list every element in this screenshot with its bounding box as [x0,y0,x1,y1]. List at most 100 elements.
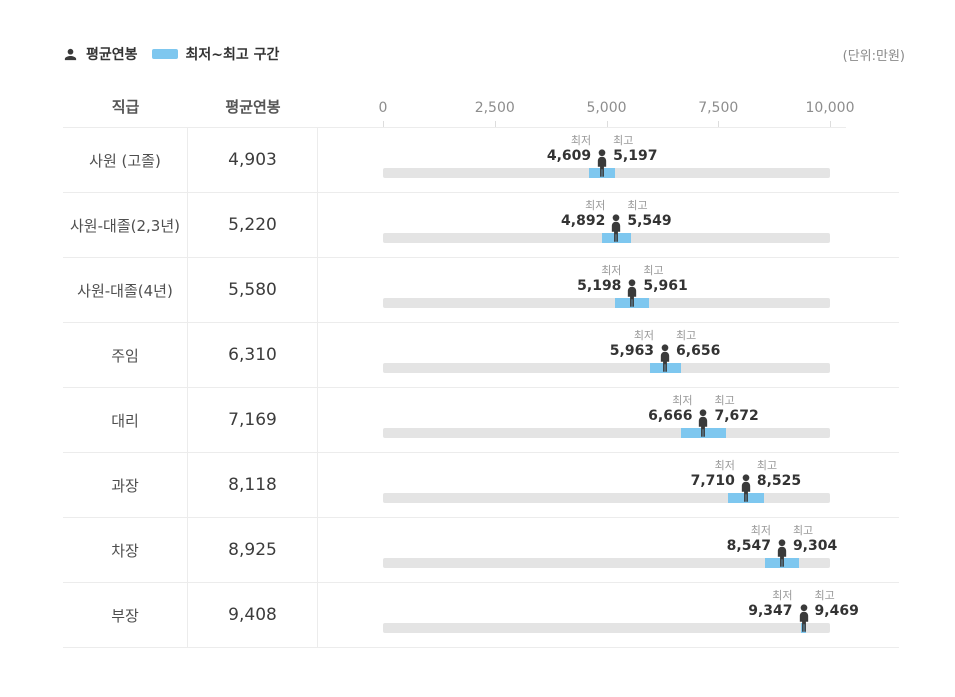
min-label: 최저 5,198 [577,264,621,295]
table-row: 주임 6,310 최저 5,963 최고 6,656 [63,323,899,388]
range-chart-cell: 최저 5,963 최고 6,656 [318,323,899,387]
range-chart-cell: 최저 7,710 최고 8,525 [318,453,899,517]
max-label-value: 8,525 [756,473,802,489]
range-bar [589,168,616,178]
range-bar [680,428,726,438]
min-label-value: 5,963 [609,343,655,359]
column-header-avg-salary: 평균연봉 [225,97,281,116]
salary-table: 직급 평균연봉 0 2,500 5,000 7,500 10,000 사원 (고졸) 4,… [63,90,899,648]
range-bar [765,558,799,568]
range-chart-cell: 최저 4,892 최고 5,549 [318,193,899,257]
max-label-caption: 최고 [627,199,648,212]
max-label-caption: 최고 [756,459,778,472]
person-marker-icon [693,408,713,438]
max-label-value: 6,656 [676,343,721,359]
position-label: 대리 [63,388,188,452]
min-label-caption: 최저 [672,394,693,407]
table-body: 사원 (고졸) 4,903 최저 4,609 최고 5,197 사원-대졸(2,3년) 5,2… [63,128,899,648]
min-label-value: 4,892 [561,213,606,229]
avg-salary-value: 6,310 [188,323,318,387]
max-label-caption: 최고 [643,264,664,277]
person-marker-icon [606,213,626,243]
min-label-caption: 최저 [585,199,606,212]
axis-tick-label: 0 [378,100,388,116]
min-label-value: 7,710 [690,473,735,489]
min-label-caption: 최저 [772,589,793,602]
max-label: 최고 9,469 [815,589,859,620]
range-chart-cell: 최저 5,198 최고 5,961 [318,258,899,322]
avg-salary-value: 5,220 [188,193,318,257]
range-chart-cell: 최저 9,347 최고 9,469 [318,583,899,647]
salary-report-page: 평균연봉 최저~최고 구간 (단위:만원) 직급 평균연봉 0 2,500 5,00… [63,42,905,648]
range-chart-cell: 최저 8,547 최고 9,304 [318,518,899,582]
legend-item-average: 평균연봉 [63,44,138,64]
person-marker-icon [592,148,612,178]
min-label-caption: 최저 [750,524,771,537]
max-label: 최고 5,197 [613,134,657,165]
max-label-value: 5,549 [627,213,672,229]
axis-tick-label: 10,000 [805,100,855,116]
range-bar [649,363,681,373]
min-label-caption: 최저 [633,329,655,342]
max-label: 최고 9,304 [793,524,837,555]
position-label: 부장 [63,583,188,647]
table-row: 부장 9,408 최저 9,347 최고 9,469 [63,583,899,648]
min-label-caption: 최저 [570,134,592,147]
min-label-value: 5,198 [577,278,622,294]
axis-tick-label: 7,500 [698,100,739,116]
position-label: 과장 [63,453,188,517]
person-marker-icon [622,278,642,308]
max-label: 최고 7,672 [714,394,758,425]
range-track [383,428,830,438]
min-label-value: 8,547 [726,538,771,554]
avg-salary-value: 7,169 [188,388,318,452]
unit-note: (단위:만원) [842,48,905,64]
table-row: 사원 (고졸) 4,903 최저 4,609 최고 5,197 [63,128,899,193]
legend-item-range: 최저~최고 구간 [151,44,280,64]
avg-salary-value: 8,925 [188,518,318,582]
max-label: 최고 6,656 [676,329,720,360]
axis-tick-mark [606,121,608,128]
range-bar [727,493,765,503]
axis-tick-mark [830,121,831,128]
max-label-caption: 최고 [676,329,697,342]
max-label-value: 7,672 [714,408,759,424]
position-label: 사원 (고졸) [63,128,188,192]
max-label-caption: 최고 [792,524,814,537]
min-label: 최저 5,963 [610,329,654,360]
range-bar [615,298,650,308]
position-label: 차장 [63,518,188,582]
max-label-caption: 최고 [814,589,835,602]
max-label: 최고 8,525 [757,459,801,490]
axis-header: 0 2,500 5,000 7,500 10,000 [318,90,899,128]
min-label: 최저 8,547 [727,524,771,555]
max-label-caption: 최고 [613,134,634,147]
person-marker-icon [655,343,675,373]
min-label: 최저 4,609 [547,134,591,165]
position-label: 주임 [63,323,188,387]
position-label: 사원-대졸(4년) [63,258,188,322]
min-label-value: 4,609 [546,148,592,164]
axis-tick-mark [494,121,496,128]
avg-salary-value: 5,580 [188,258,318,322]
range-track [383,363,830,373]
table-row: 사원-대졸(4년) 5,580 최저 5,198 최고 5,961 [63,258,899,323]
max-label-value: 9,469 [814,603,859,619]
range-swatch-icon [151,49,178,59]
axis-tick-label: 2,500 [474,100,515,116]
legend-range-label: 최저~최고 구간 [185,47,280,63]
axis-tick-mark [718,121,720,128]
range-track [383,298,830,308]
table-row: 사원-대졸(2,3년) 5,220 최저 4,892 최고 5,549 [63,193,899,258]
range-bar [800,623,807,633]
table-row: 차장 8,925 최저 8,547 최고 9,304 [63,518,899,583]
legend-average-label: 평균연봉 [86,47,138,63]
min-label: 최저 7,710 [691,459,735,490]
range-chart-cell: 최저 4,609 최고 5,197 [318,128,899,192]
max-label-caption: 최고 [714,394,735,407]
avg-salary-value: 4,903 [188,128,318,192]
min-label-caption: 최저 [601,264,622,277]
max-label: 최고 5,961 [643,264,687,295]
range-track [383,558,830,568]
chart-legend: 평균연봉 최저~최고 구간 (단위:만원) [63,42,905,66]
